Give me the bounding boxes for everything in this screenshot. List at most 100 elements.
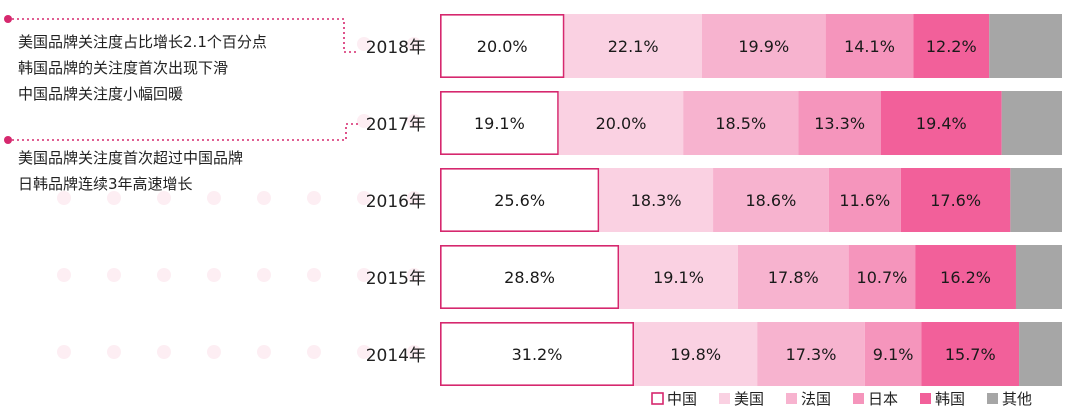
data-label: 17.6%	[930, 191, 981, 210]
bar-segment	[439, 91, 559, 156]
bar-segment	[798, 91, 881, 155]
annotation-2018: 美国品牌关注度占比增长2.1个百分点 韩国品牌的关注度首次出现下滑 中国品牌关注…	[18, 29, 267, 107]
bar-row: 2016年 25.6% 18.3% 18.6% 11.6% 17.6%	[366, 168, 1062, 233]
bar-segment	[900, 168, 1011, 232]
annotation-connectors	[4, 15, 358, 144]
background-dot	[357, 37, 371, 51]
background-dot	[307, 345, 321, 359]
data-label: 9.1%	[873, 345, 914, 364]
bar-segment	[989, 14, 1062, 78]
background-dot	[157, 191, 171, 205]
legend-swatch	[987, 393, 998, 404]
bar-segment	[558, 91, 684, 155]
bar-segment	[848, 245, 916, 309]
legend-label: 中国	[667, 390, 697, 408]
bar-row: 2017年 19.1% 20.0% 18.5% 13.3% 19.4%	[366, 91, 1062, 156]
year-label: 2015年	[366, 269, 426, 289]
bar-segment	[921, 322, 1020, 386]
bar-row: 2014年 31.2% 19.8% 17.3% 9.1% 15.7%	[366, 321, 1062, 386]
bar-segment	[439, 321, 635, 386]
bar-segment	[1019, 322, 1062, 386]
background-dot	[307, 191, 321, 205]
background-dot	[157, 345, 171, 359]
background-dot	[257, 268, 271, 282]
data-label: 11.6%	[839, 191, 890, 210]
background-dot	[407, 345, 421, 359]
background-dot	[207, 345, 221, 359]
bar-segment	[825, 14, 914, 78]
data-label: 22.1%	[608, 37, 659, 56]
background-dot	[307, 268, 321, 282]
year-label: 2017年	[366, 115, 426, 135]
data-label: 16.2%	[940, 268, 991, 287]
legend-swatch	[920, 393, 931, 404]
bar-segment	[828, 168, 901, 232]
legend-swatch	[853, 393, 864, 404]
bar-segment	[1010, 168, 1062, 232]
legend-label: 韩国	[935, 390, 965, 408]
data-label: 10.7%	[857, 268, 908, 287]
year-label: 2014年	[366, 346, 426, 366]
bar-row: 2015年 28.8% 19.1% 17.8% 10.7% 16.2%	[366, 245, 1062, 310]
bar-segment	[599, 168, 714, 232]
year-label: 2018年	[366, 38, 426, 58]
background-dot	[207, 191, 221, 205]
data-label: 19.1%	[474, 114, 525, 133]
data-label: 31.2%	[512, 345, 563, 364]
annotation-2018-line-2: 韩国品牌的关注度首次出现下滑	[18, 59, 229, 77]
data-label: 19.9%	[738, 37, 789, 56]
background-dot	[357, 345, 371, 359]
bar-segment	[439, 168, 600, 233]
annotation-2017-line-2: 日韩品牌连续3年高速增长	[18, 175, 193, 193]
bar-segment	[880, 91, 1002, 155]
data-label: 18.5%	[715, 114, 766, 133]
background-dot	[257, 345, 271, 359]
year-label: 2016年	[366, 192, 426, 212]
background-dot	[57, 345, 71, 359]
background-dot	[357, 191, 371, 205]
data-label: 28.8%	[504, 268, 555, 287]
annotation-2018-bullet	[4, 15, 12, 23]
bar-segment	[864, 322, 922, 386]
annotation-2018-line-3: 中国品牌关注度小幅回暖	[18, 85, 184, 103]
annotation-2017-line-1: 美国品牌关注度首次超过中国品牌	[18, 149, 244, 167]
data-label: 12.2%	[926, 37, 977, 56]
annotation-2017: 美国品牌关注度首次超过中国品牌 日韩品牌连续3年高速增长	[18, 145, 243, 197]
bar-segment	[1015, 245, 1062, 309]
data-label: 19.1%	[653, 268, 704, 287]
background-dot	[357, 114, 371, 128]
data-label: 14.1%	[844, 37, 895, 56]
data-label: 17.8%	[768, 268, 819, 287]
bar-segment	[619, 245, 738, 309]
annotation-2018-connector	[12, 18, 356, 53]
data-label: 18.6%	[745, 191, 796, 210]
background-dot	[407, 114, 421, 128]
data-label: 25.6%	[494, 191, 545, 210]
data-label: 19.8%	[670, 345, 721, 364]
bar-segment	[913, 14, 990, 78]
legend-label: 日本	[868, 390, 898, 408]
annotation-2017-connector	[12, 123, 358, 141]
legend-label: 法国	[801, 390, 831, 408]
background-dot	[407, 268, 421, 282]
background-dot	[257, 191, 271, 205]
bar-segment	[683, 91, 799, 155]
background-dot	[107, 345, 121, 359]
legend-swatch	[786, 393, 797, 404]
legend-swatch	[719, 393, 730, 404]
bar-segment	[634, 322, 758, 386]
data-label: 17.3%	[786, 345, 837, 364]
bar-segment	[1001, 91, 1062, 155]
annotation-2017-bullet	[4, 136, 12, 144]
legend-label: 其他	[1002, 390, 1032, 408]
data-label: 13.3%	[814, 114, 865, 133]
background-dots	[57, 37, 421, 359]
bar-segment	[737, 245, 849, 309]
data-label: 18.3%	[631, 191, 682, 210]
bar-segment	[915, 245, 1016, 309]
legend-swatch	[651, 392, 664, 405]
background-dot	[157, 268, 171, 282]
background-dot	[357, 268, 371, 282]
background-dot	[407, 37, 421, 51]
